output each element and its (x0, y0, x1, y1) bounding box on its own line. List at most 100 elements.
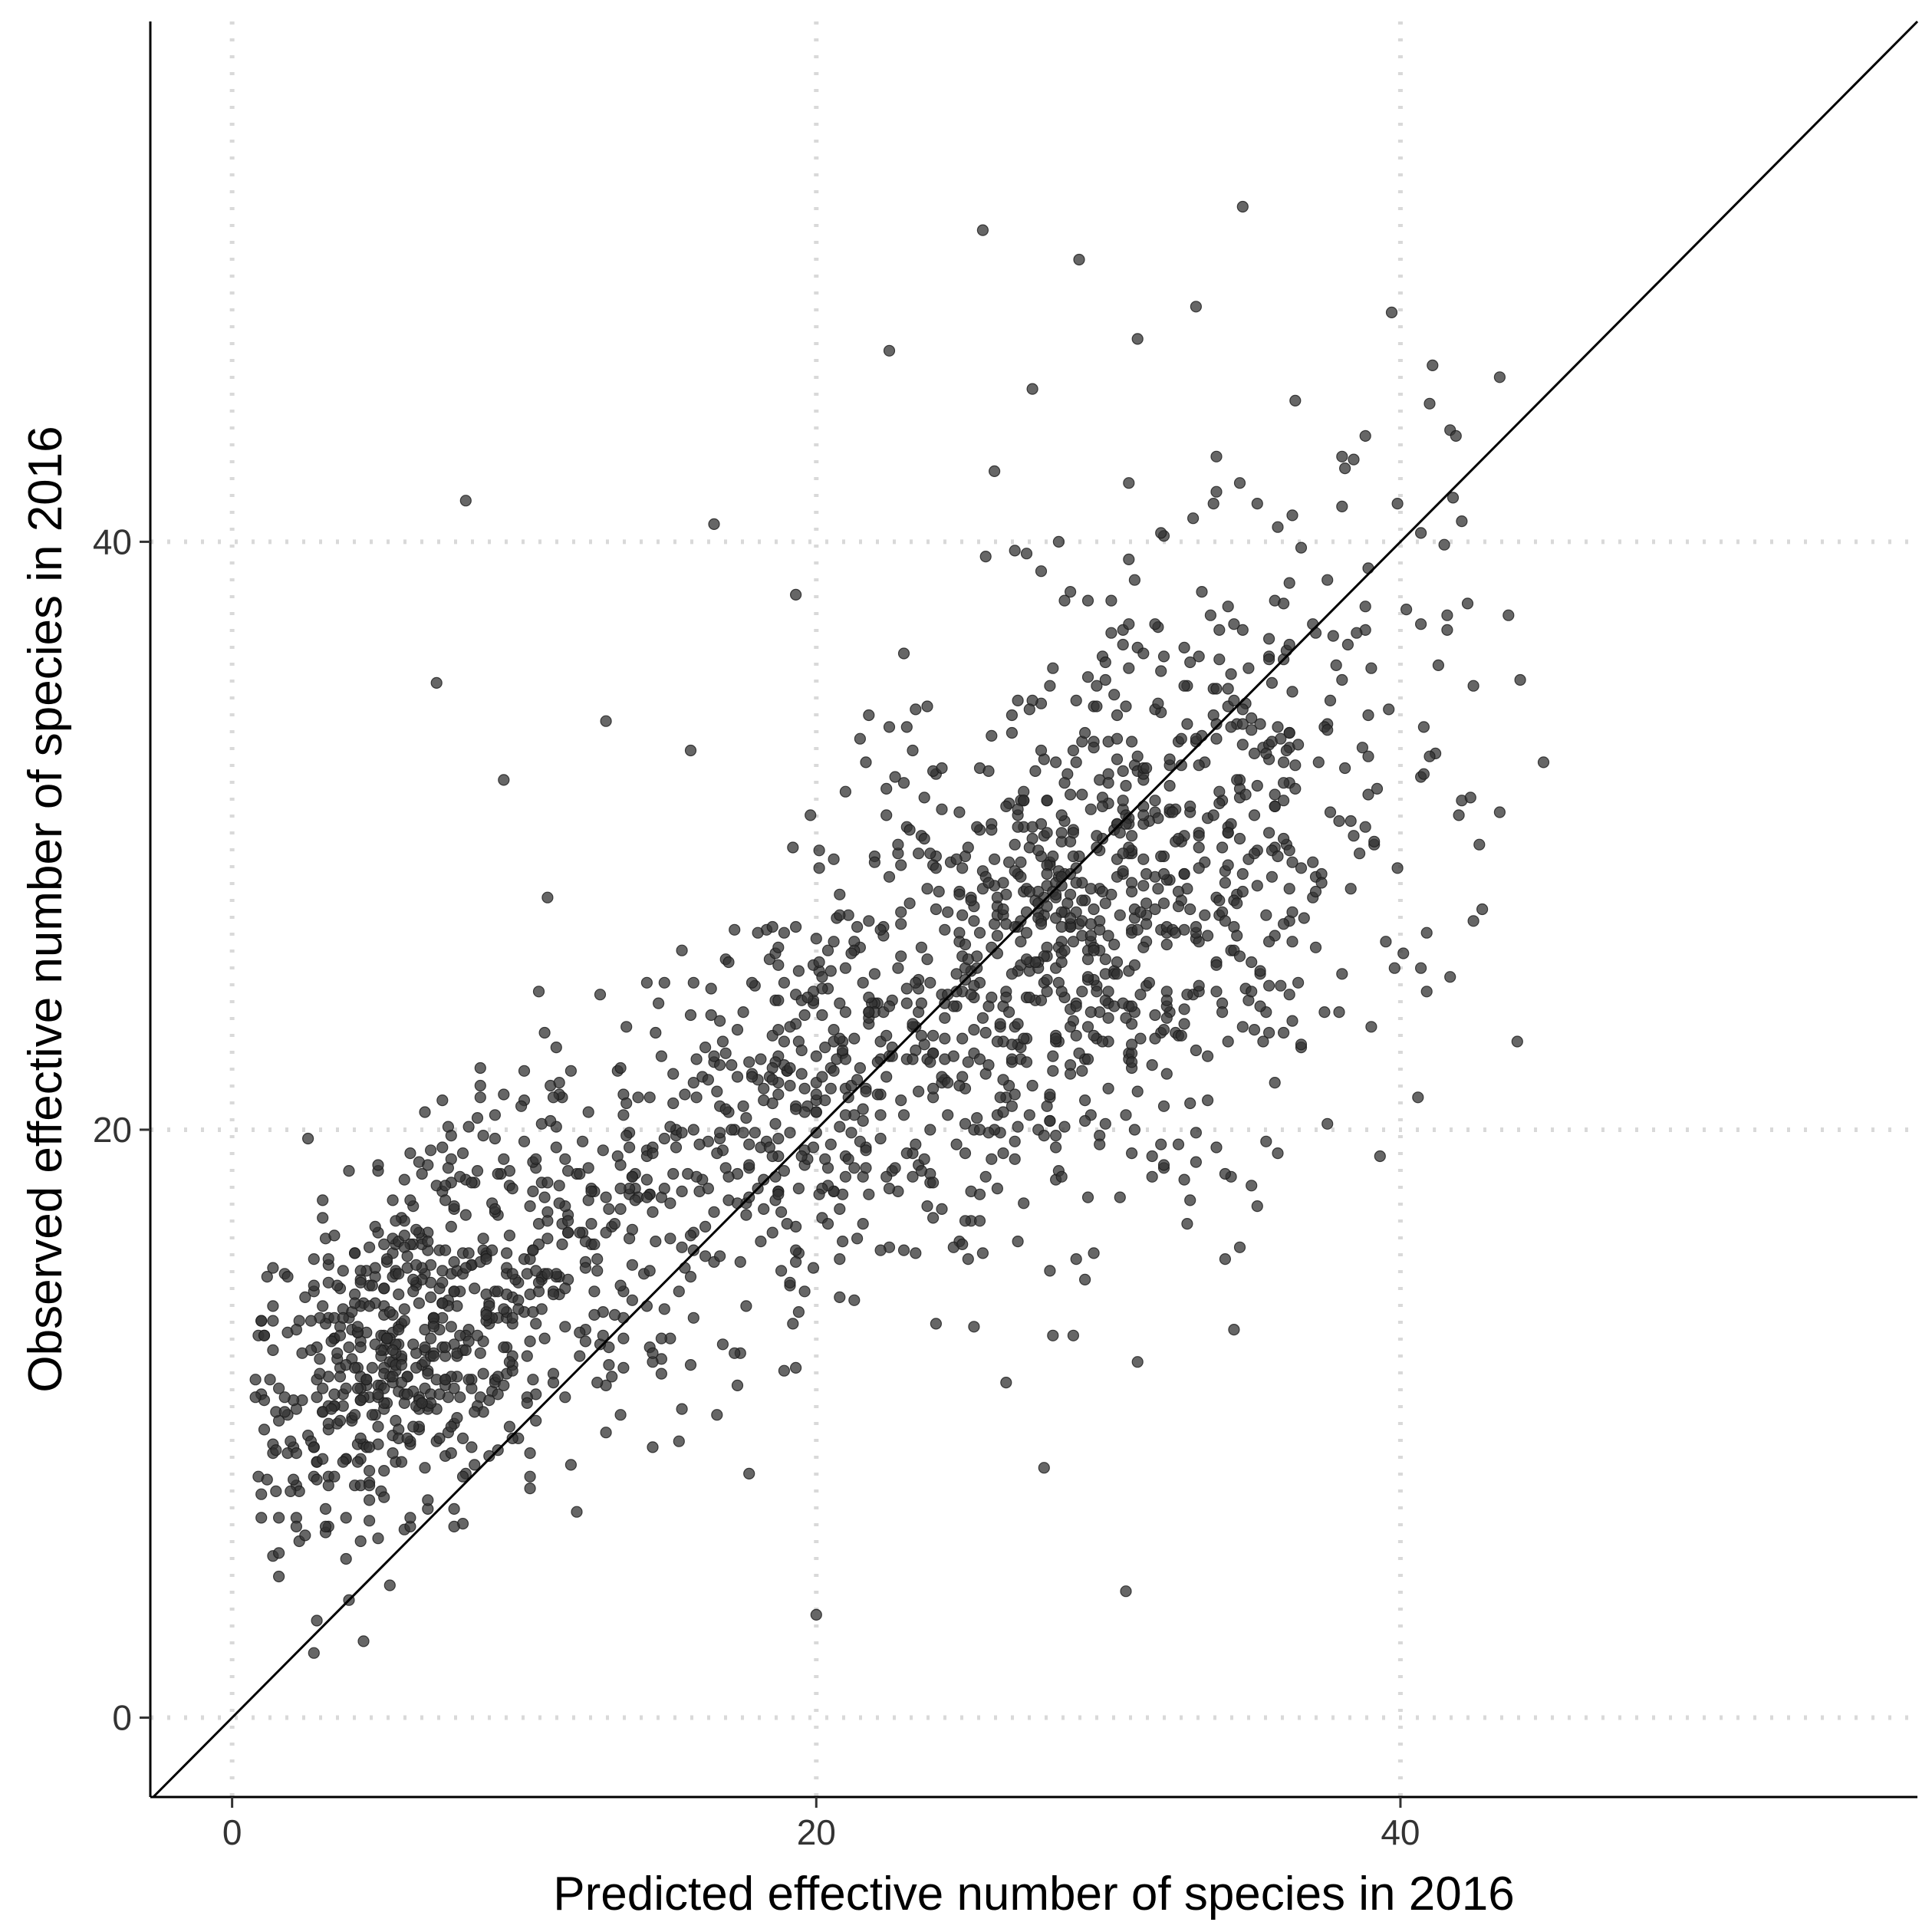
data-point (462, 1121, 475, 1133)
data-point (574, 1226, 586, 1239)
data-point (299, 1529, 311, 1542)
data-point (1163, 779, 1176, 792)
data-point (1055, 956, 1068, 969)
data-point (810, 933, 822, 945)
data-point (1248, 809, 1261, 821)
data-point (915, 997, 928, 1009)
data-point (600, 1191, 612, 1203)
data-point (308, 1647, 320, 1659)
data-point (579, 1335, 592, 1348)
data-point (483, 1394, 495, 1407)
data-point (1184, 800, 1196, 813)
data-point (991, 1182, 1004, 1195)
data-point (986, 1153, 998, 1165)
data-point (924, 848, 936, 860)
data-point (1160, 1068, 1173, 1080)
data-point (1233, 832, 1246, 845)
data-point (851, 920, 864, 933)
data-point (582, 1162, 594, 1174)
data-point (1073, 253, 1085, 266)
data-point (1020, 906, 1033, 918)
data-point (538, 1332, 551, 1345)
data-point (1157, 897, 1170, 910)
data-point (874, 1109, 887, 1121)
data-point (1219, 877, 1232, 889)
data-point (547, 1288, 560, 1301)
data-point (968, 1321, 980, 1333)
data-point (364, 1241, 376, 1253)
data-point (1362, 709, 1374, 722)
data-point (480, 1252, 492, 1266)
data-point (854, 1061, 867, 1075)
data-point (824, 1138, 837, 1150)
data-point (962, 841, 974, 854)
data-point (915, 1164, 928, 1177)
data-point (471, 1329, 484, 1341)
data-point (1181, 1217, 1193, 1230)
data-point (1070, 694, 1082, 707)
data-point (693, 1138, 706, 1150)
data-point (810, 1608, 822, 1621)
data-point (1210, 450, 1223, 462)
data-point (1260, 909, 1272, 921)
data-point (1441, 609, 1453, 621)
data-point (1222, 683, 1234, 695)
data-point (1286, 936, 1298, 948)
data-point (322, 1417, 334, 1430)
data-point (834, 1121, 846, 1133)
data-point (679, 1262, 691, 1274)
data-point (1423, 397, 1436, 410)
data-point (758, 1173, 770, 1186)
data-point (614, 1182, 627, 1195)
data-point (792, 965, 805, 977)
data-point (1055, 871, 1068, 883)
data-point (854, 732, 867, 745)
data-point (1283, 726, 1295, 739)
data-point (448, 1502, 460, 1516)
data-point (290, 1520, 302, 1533)
data-point (1231, 930, 1243, 942)
data-point (1084, 918, 1097, 930)
data-point (532, 986, 545, 998)
data-point (976, 1247, 989, 1259)
data-point (863, 709, 875, 722)
data-point (936, 762, 948, 775)
data-point (608, 1217, 621, 1230)
data-point (828, 1023, 840, 1036)
data-point (1146, 1058, 1158, 1071)
data-point (1078, 1114, 1091, 1127)
data-point (1324, 806, 1337, 818)
data-point (270, 1485, 282, 1498)
data-point (716, 1338, 729, 1351)
data-point (798, 1082, 811, 1094)
data-point (1055, 809, 1068, 821)
data-point (550, 1141, 562, 1154)
data-point (1420, 927, 1433, 939)
data-point (1160, 938, 1173, 951)
data-point (1246, 956, 1258, 969)
data-point (910, 976, 922, 989)
data-point (372, 1388, 384, 1400)
data-point (1309, 941, 1322, 953)
data-point (1236, 885, 1249, 898)
data-point (889, 771, 901, 783)
data-point (658, 1303, 670, 1315)
data-point (979, 1026, 992, 1039)
data-point (456, 1432, 469, 1445)
data-point (278, 1391, 291, 1404)
data-point (1157, 650, 1170, 663)
data-point (1070, 1029, 1082, 1042)
data-point (1254, 718, 1266, 730)
data-point (834, 888, 846, 900)
data-point (1190, 732, 1203, 745)
data-point (1476, 903, 1489, 916)
data-point (1172, 832, 1185, 845)
data-point (1137, 880, 1150, 892)
data-point (1049, 888, 1062, 900)
data-point (439, 1374, 452, 1386)
data-point (524, 1335, 536, 1348)
data-point (492, 1371, 504, 1383)
data-point (1005, 968, 1019, 980)
data-point (1248, 848, 1261, 860)
data-point (939, 923, 951, 936)
